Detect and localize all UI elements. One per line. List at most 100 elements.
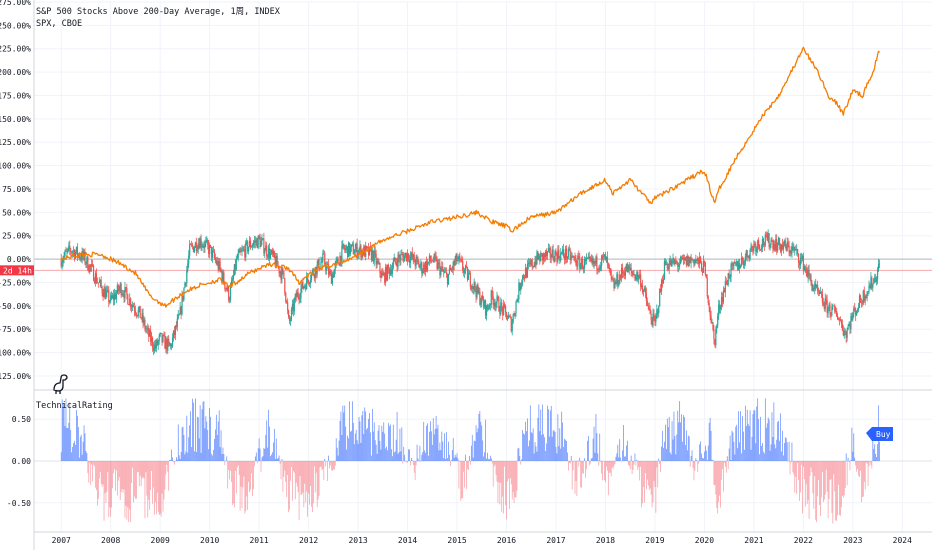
candle bbox=[145, 328, 147, 330]
candle bbox=[707, 296, 709, 303]
candle bbox=[518, 283, 520, 300]
rating-bar bbox=[145, 461, 147, 473]
candle bbox=[329, 270, 332, 273]
rating-bar bbox=[258, 438, 260, 461]
y-tick-label: 150.00% bbox=[0, 115, 31, 124]
x-tick-label: 2016 bbox=[497, 536, 516, 545]
rating-bar bbox=[567, 461, 569, 471]
candle bbox=[347, 242, 350, 258]
candle bbox=[181, 295, 183, 314]
rating-bar bbox=[791, 442, 793, 461]
candle bbox=[106, 290, 108, 292]
candle bbox=[263, 238, 265, 254]
rating-bar bbox=[459, 461, 461, 462]
candle bbox=[366, 245, 368, 248]
candle bbox=[515, 301, 517, 314]
rating-bar bbox=[546, 443, 547, 461]
candle bbox=[624, 270, 627, 276]
rating-bar bbox=[243, 461, 245, 477]
candle bbox=[572, 256, 574, 257]
spx-line[interactable] bbox=[60, 46, 880, 308]
rating-bar bbox=[697, 461, 699, 473]
rating-bar bbox=[744, 405, 746, 461]
rating-bar bbox=[69, 402, 71, 461]
candle bbox=[308, 283, 311, 285]
candle bbox=[419, 266, 421, 268]
rating-bar bbox=[675, 454, 677, 461]
rating-bar bbox=[838, 461, 839, 485]
candle bbox=[663, 261, 666, 280]
rating-bar bbox=[62, 403, 64, 461]
rating-bar bbox=[424, 450, 426, 461]
rating-bar bbox=[607, 461, 608, 471]
candle bbox=[406, 253, 409, 261]
rating-bar bbox=[526, 431, 527, 461]
candle bbox=[727, 273, 729, 285]
rating-bar bbox=[444, 433, 446, 461]
candle bbox=[307, 280, 310, 284]
candle bbox=[130, 298, 132, 307]
rating-bar bbox=[486, 458, 487, 461]
candle bbox=[675, 260, 677, 262]
candle bbox=[422, 271, 424, 274]
rating-bar bbox=[742, 416, 743, 461]
candle bbox=[780, 244, 783, 252]
candle bbox=[220, 268, 222, 272]
candle-series[interactable] bbox=[60, 229, 881, 356]
technical-rating-pane[interactable] bbox=[34, 398, 932, 524]
rating-bar bbox=[235, 461, 237, 494]
candle bbox=[298, 296, 300, 300]
rating-bar bbox=[516, 461, 518, 491]
candle bbox=[265, 245, 267, 251]
candle bbox=[674, 260, 676, 265]
candle bbox=[637, 271, 639, 280]
candle bbox=[262, 238, 264, 240]
main-price-pane[interactable] bbox=[34, 46, 932, 356]
rating-bar bbox=[239, 461, 241, 511]
candle bbox=[332, 274, 334, 278]
rating-bar bbox=[780, 413, 781, 461]
rating-bar bbox=[396, 411, 398, 461]
candle bbox=[327, 264, 329, 266]
rating-bar bbox=[702, 457, 703, 461]
candle bbox=[123, 294, 125, 299]
rating-bar bbox=[287, 461, 289, 476]
candle bbox=[92, 265, 95, 281]
rating-bar bbox=[720, 461, 721, 508]
candle bbox=[737, 260, 739, 270]
rating-bar bbox=[541, 434, 543, 461]
candle bbox=[660, 289, 662, 292]
rating-bar bbox=[531, 433, 533, 461]
candle bbox=[211, 250, 214, 258]
candle bbox=[710, 315, 712, 323]
rating-bar bbox=[589, 461, 591, 464]
rating-bar bbox=[379, 440, 381, 461]
rating-bar bbox=[255, 452, 257, 461]
rating-bar bbox=[549, 410, 551, 461]
candle bbox=[417, 258, 419, 262]
candle bbox=[541, 253, 543, 254]
rating-bar bbox=[79, 436, 81, 461]
candle bbox=[851, 316, 853, 320]
rating-bar bbox=[305, 461, 307, 503]
rating-bar bbox=[224, 461, 226, 466]
rating-bar bbox=[743, 431, 744, 461]
buy-signal-badge[interactable]: Buy bbox=[866, 427, 893, 441]
rating-bar bbox=[325, 461, 327, 467]
rating-bar bbox=[776, 439, 778, 461]
candle bbox=[209, 245, 212, 247]
rating-bar bbox=[476, 432, 478, 461]
rating-bar bbox=[195, 398, 196, 461]
candle bbox=[774, 244, 776, 251]
rating-bar bbox=[431, 444, 433, 461]
rating-bar bbox=[382, 431, 384, 461]
rating-bar bbox=[563, 446, 564, 461]
candle bbox=[527, 263, 529, 265]
rating-bar bbox=[376, 453, 378, 461]
rating-bar bbox=[787, 461, 789, 462]
rating-bar bbox=[508, 461, 509, 479]
candle bbox=[421, 262, 423, 274]
rating-histogram[interactable] bbox=[34, 398, 932, 524]
candle bbox=[383, 273, 385, 276]
